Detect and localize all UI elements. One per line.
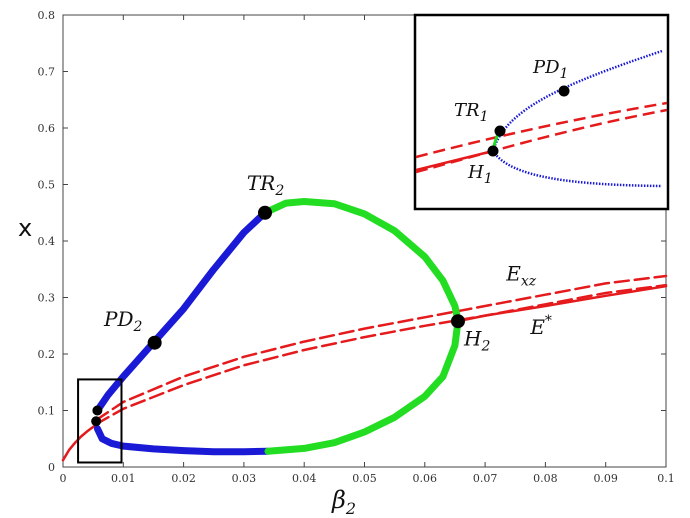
x-tick-label: 0.1 bbox=[657, 472, 675, 485]
inset-E-xz-lower bbox=[416, 101, 667, 159]
inset-label-TR1: TR1 bbox=[454, 100, 488, 125]
y-tick-label: 0.2 bbox=[38, 348, 56, 361]
series-cycle_min_unstable bbox=[264, 317, 462, 455]
y-tick-label: 0.1 bbox=[38, 405, 56, 418]
axes: 0 0.01 0.02 0.03 0.04 0.05 0.06 0.07 0.08 0.09 0.1… bbox=[18, 9, 675, 518]
x-axis-label: β2 bbox=[331, 486, 356, 518]
series-E_xz_upper bbox=[94, 274, 668, 422]
point-PD2 bbox=[147, 335, 162, 350]
x-tick-label: 0 bbox=[60, 472, 67, 485]
y-tick-label: 0.5 bbox=[38, 179, 56, 192]
series-E_xz_lower bbox=[94, 283, 668, 426]
y-tick-label: 0 bbox=[48, 461, 55, 474]
series-cycle_max_unstable bbox=[261, 198, 462, 325]
x-tick-label: 0.08 bbox=[533, 472, 558, 485]
series-E_star_stable_right bbox=[456, 284, 668, 323]
zoom-box bbox=[77, 378, 123, 464]
x-tick-label: 0.07 bbox=[473, 472, 498, 485]
inset-cycle-upper bbox=[491, 49, 663, 152]
point-marker bbox=[91, 416, 102, 427]
series-cycle_min_stable bbox=[93, 425, 272, 456]
series-E_star_stable bbox=[61, 423, 98, 462]
inset-point-H1 bbox=[487, 145, 499, 157]
inset-cycle-lower bbox=[491, 150, 663, 188]
inset-label-H1: H1 bbox=[467, 162, 493, 187]
x-tick-label: 0.03 bbox=[232, 472, 257, 485]
x-tick-label: 0.02 bbox=[171, 472, 196, 485]
inset-E-star bbox=[416, 149, 494, 172]
annotation-PD2: PD2 bbox=[103, 307, 143, 335]
y-tick-label: 0.4 bbox=[38, 235, 56, 248]
inset-label-PD1: PD1 bbox=[532, 57, 568, 82]
annotation-H2: H2 bbox=[463, 327, 490, 355]
inset-zoom: PD1 TR1 H1 bbox=[413, 13, 670, 211]
inset-frame bbox=[413, 13, 670, 211]
inset-point-PD1 bbox=[558, 85, 570, 97]
annotation-Exz: Exz bbox=[505, 262, 537, 290]
series-cycle_max_stable bbox=[93, 209, 269, 414]
points bbox=[91, 205, 465, 427]
inset-E-xz-upper bbox=[416, 108, 667, 174]
y-axis-label: x bbox=[18, 214, 32, 242]
y-tick-label: 0.7 bbox=[38, 66, 56, 79]
y-tick-label: 0.8 bbox=[38, 9, 56, 22]
annotations: TR2 PD2 H2 Exz E* bbox=[103, 171, 552, 354]
y-tick-label: 0.6 bbox=[38, 122, 56, 135]
x-tick-label: 0.09 bbox=[593, 472, 618, 485]
x-tick-label: 0.05 bbox=[352, 472, 377, 485]
y-tick-label: 0.3 bbox=[38, 292, 56, 305]
x-tick-label: 0.06 bbox=[413, 472, 438, 485]
annotation-E*: E* bbox=[529, 313, 552, 339]
annotation-TR2: TR2 bbox=[247, 171, 284, 199]
point-H2 bbox=[450, 314, 465, 329]
point-marker bbox=[92, 405, 103, 416]
inset-point-TR1 bbox=[494, 125, 506, 137]
point-TR2 bbox=[258, 205, 273, 220]
x-tick-label: 0.01 bbox=[111, 472, 136, 485]
curves bbox=[61, 198, 668, 464]
x-tick-label: 0.04 bbox=[292, 472, 317, 485]
